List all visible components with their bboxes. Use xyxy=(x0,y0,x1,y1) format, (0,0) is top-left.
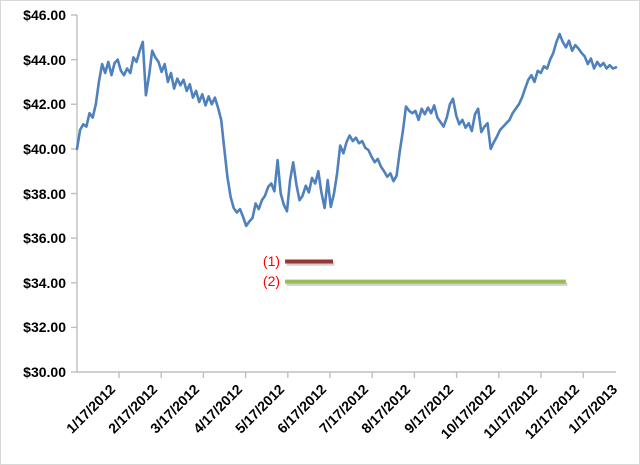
y-axis-label: $34.00 xyxy=(23,274,66,291)
y-axis-label: $42.00 xyxy=(23,96,66,113)
y-axis-label: $40.00 xyxy=(23,140,66,157)
y-axis-label: $32.00 xyxy=(23,319,66,336)
y-axis-label: $38.00 xyxy=(23,185,66,202)
y-axis-label: $30.00 xyxy=(23,364,66,380)
y-axis-label: $46.00 xyxy=(23,7,66,23)
annotation-label-1: (1) xyxy=(262,252,281,269)
y-axis-label: $44.00 xyxy=(23,51,66,68)
annotation-label-2: (2) xyxy=(262,272,281,289)
y-axis-label: $36.00 xyxy=(23,230,66,247)
price-line-series xyxy=(75,32,618,228)
